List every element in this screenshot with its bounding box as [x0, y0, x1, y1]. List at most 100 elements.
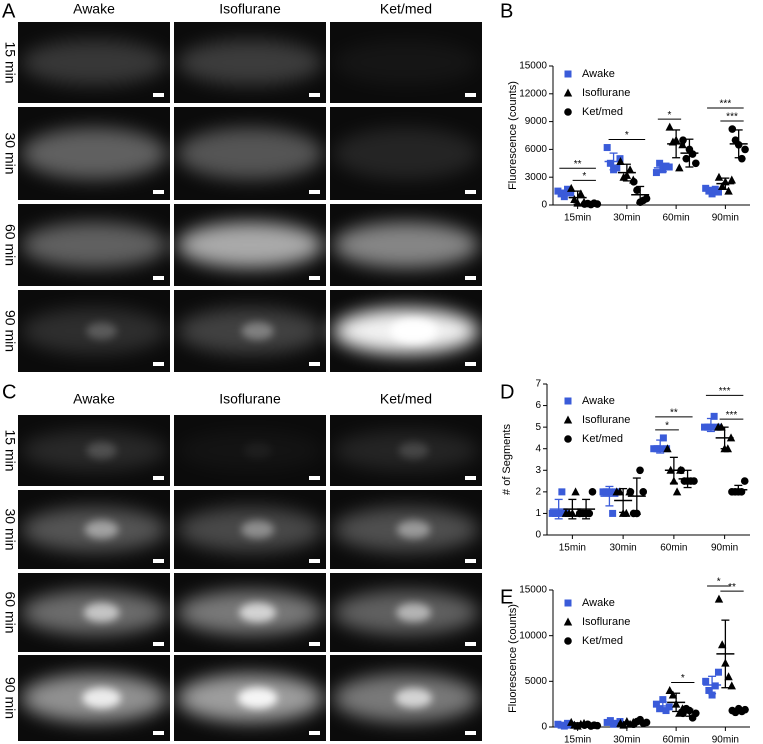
row-label: 30 min: [2, 508, 18, 550]
y-tick-label: 1: [535, 508, 541, 519]
data-point: [717, 181, 727, 190]
legend-marker: [564, 599, 572, 607]
data-point: [558, 488, 566, 496]
data-point: [711, 682, 719, 690]
data-point: [603, 144, 611, 152]
significance-label: ***: [726, 410, 738, 421]
fluorescence-glow: [177, 222, 323, 268]
micrograph: [330, 22, 482, 103]
data-point: [741, 145, 749, 154]
x-tick-label: 30min: [613, 213, 640, 224]
data-point: [727, 175, 736, 184]
row-label: 90 min: [2, 310, 18, 352]
legend-marker: [564, 70, 572, 78]
data-point: [710, 412, 718, 420]
data-point: [639, 488, 648, 496]
data-point: [636, 466, 644, 475]
x-tick-label: 30min: [610, 543, 637, 554]
micrograph: [330, 490, 482, 569]
fluorescence-glow: [333, 127, 479, 180]
fluorescence-spot: [398, 442, 429, 459]
scale-bar: [153, 93, 164, 97]
legend-marker: [563, 88, 573, 97]
micrograph: [330, 204, 482, 286]
data-point: [656, 705, 664, 713]
x-tick-label: 60min: [663, 213, 690, 224]
fluorescence-spot: [241, 322, 274, 340]
data-point: [576, 189, 586, 198]
y-axis-label: # of Segments: [501, 424, 513, 495]
column-header: Isoflurane: [219, 391, 281, 407]
significance-label: **: [670, 408, 678, 419]
x-tick-label: 90min: [712, 213, 739, 224]
legend-label: Awake: [582, 68, 615, 80]
row-label: 30 min: [2, 132, 18, 174]
significance-label: ***: [720, 99, 732, 110]
scale-bar: [153, 362, 164, 366]
micrograph: [174, 107, 326, 200]
data-point: [652, 169, 660, 177]
significance-label: *: [717, 577, 721, 588]
panel-letter: A: [2, 0, 16, 22]
column-header: Ket/med: [380, 1, 432, 17]
legend-marker: [564, 637, 572, 645]
scale-bar: [465, 476, 476, 480]
legend-label: Isoflurane: [582, 87, 630, 99]
y-tick-label: 15000: [519, 585, 547, 596]
legend-marker: [564, 435, 572, 443]
data-point: [705, 686, 713, 694]
x-tick-label: 15min: [564, 213, 591, 224]
significance-label: *: [668, 110, 672, 121]
significance-label: *: [681, 673, 685, 684]
data-point: [668, 690, 678, 699]
fluorescence-spot: [243, 442, 272, 459]
significance-label: **: [574, 159, 582, 170]
data-point: [665, 163, 673, 171]
panel-letter: D: [500, 381, 514, 403]
y-tick-label: 3000: [525, 172, 548, 183]
significance-label: *: [625, 130, 629, 141]
panel-letter: C: [2, 381, 16, 403]
row-label: 60 min: [2, 224, 18, 266]
scale-bar: [465, 362, 476, 366]
x-tick-label: 60min: [660, 543, 687, 554]
micrograph: [330, 573, 482, 652]
micrograph: [330, 415, 482, 486]
y-tick-label: 6000: [525, 144, 548, 155]
fluorescence-spot: [395, 688, 433, 708]
scale-bar: [153, 476, 164, 480]
data-point: [560, 193, 568, 201]
significance-label: *: [582, 171, 586, 182]
scale-bar: [465, 276, 476, 280]
data-point: [717, 640, 727, 649]
data-point: [675, 163, 684, 172]
micrograph: [18, 290, 170, 372]
fluorescence-glow: [333, 39, 479, 86]
micrograph: [174, 415, 326, 486]
scale-bar: [309, 362, 320, 366]
data-point: [663, 444, 672, 453]
fluorescence-spot: [239, 602, 277, 623]
micrograph: [18, 22, 170, 103]
fluorescence-spot: [86, 322, 117, 340]
scale-bar: [309, 731, 320, 735]
micrograph: [330, 655, 482, 741]
legend-marker: [563, 617, 573, 626]
y-tick-label: 5: [535, 422, 541, 433]
fluorescence-spot: [84, 520, 119, 539]
data-point: [688, 150, 697, 158]
micrograph: [18, 415, 170, 486]
legend-label: Isoflurane: [582, 414, 630, 426]
legend-label: Awake: [582, 395, 615, 407]
data-point: [741, 705, 749, 714]
fluorescence-spot: [83, 602, 120, 623]
fluorescence-glow: [177, 39, 323, 86]
data-point: [616, 156, 625, 165]
data-point: [656, 159, 664, 167]
scale-bar: [153, 559, 164, 563]
scale-bar: [465, 642, 476, 646]
y-tick-label: 12000: [519, 88, 547, 99]
data-point: [714, 188, 722, 196]
